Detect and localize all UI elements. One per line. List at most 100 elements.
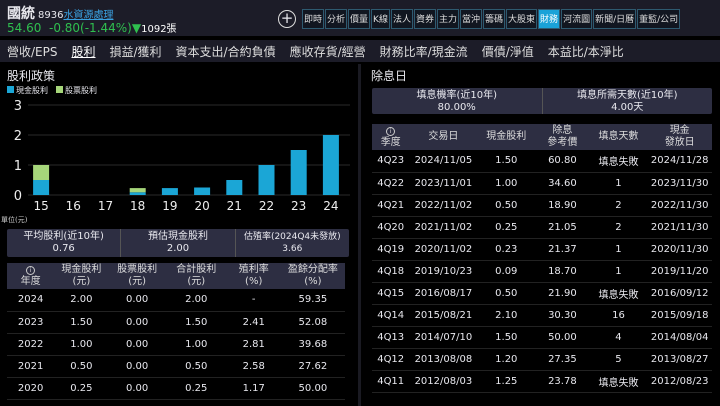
tab[interactable]: 資本支出/合約負債: [175, 45, 276, 59]
table-cell: 0.25: [54, 377, 109, 400]
table-cell: 0.00: [108, 355, 166, 378]
table-cell: -: [226, 289, 281, 312]
table-cell: 21.05: [535, 216, 590, 239]
function-button[interactable]: 籌碼: [483, 9, 506, 29]
y-tick-label: 1: [14, 159, 22, 174]
function-button[interactable]: 當沖: [460, 9, 483, 29]
table-cell: 39.68: [280, 333, 345, 356]
info-icon[interactable]: i: [26, 266, 36, 275]
bar-cash: [258, 165, 275, 195]
tab[interactable]: 財務比率/現金流: [379, 45, 468, 59]
function-button[interactable]: 大股東: [506, 9, 538, 29]
table-row: 4Q12 2013/08/08 1.20 27.35 5 2013/08/27: [372, 348, 712, 371]
table-cell: 2022/11/02: [409, 194, 478, 217]
price: 54.60: [7, 21, 42, 35]
function-button[interactable]: 新聞/日曆: [593, 9, 637, 29]
table-cell: 52.08: [280, 311, 345, 334]
function-button[interactable]: 河流圖: [561, 9, 593, 29]
tab[interactable]: 價債/淨值: [481, 45, 534, 59]
tab[interactable]: 損益/獲利: [109, 45, 162, 59]
table-cell: 30.30: [535, 304, 590, 327]
table-cell: 0.50: [477, 194, 536, 217]
table-cell: 4Q23: [372, 150, 410, 173]
table-cell: 2012/08/03: [409, 370, 478, 393]
column-header: 盈餘分配率 (%): [280, 263, 345, 289]
function-button[interactable]: 董監/公司: [637, 9, 681, 29]
table-cell: 2022/11/30: [647, 194, 712, 217]
column-header: 交易日: [409, 124, 478, 150]
table-row: 4Q21 2022/11/02 0.50 18.90 2 2022/11/30: [372, 194, 712, 217]
dividend-policy-panel: 股利政策 現金股利 股票股利 0 1 2 3 15 16 17 18 19 20 21 22 23 24 單…: [0, 64, 356, 406]
tab[interactable]: 應收存貨/經營: [289, 45, 366, 59]
table-cell: 2014/07/10: [409, 326, 478, 349]
function-button[interactable]: 法人: [390, 9, 413, 29]
table-cell: 2.58: [226, 355, 281, 378]
column-header: 股票股利 (元): [108, 263, 166, 289]
section-title: 除息日: [371, 69, 408, 83]
bar-cash: [129, 192, 146, 195]
table-cell: 1: [589, 260, 648, 283]
table-cell: 1.25: [477, 370, 536, 393]
tab[interactable]: 營收/EPS: [7, 45, 58, 59]
table-cell: 0.25: [165, 377, 227, 400]
table-cell: 1.17: [226, 377, 281, 400]
table-cell: 2019/10/23: [409, 260, 478, 283]
table-cell: 1.20: [477, 348, 536, 371]
table-cell: 4Q22: [372, 172, 410, 195]
bar-cash: [226, 180, 243, 195]
table-cell: 2.81: [226, 333, 281, 356]
x-tick-label: 16: [66, 199, 81, 213]
summary-fill-days: 填息所需天數(近10年) 4.00天: [576, 90, 678, 113]
add-watchlist-icon[interactable]: +: [278, 10, 296, 28]
table-header: i 季度 交易日 現金股利 除息 參考價 填息天數 現金 發放日: [372, 124, 712, 150]
x-tick-label: 18: [130, 199, 145, 213]
table-cell: 4Q11: [372, 370, 410, 393]
table-cell: 2019/11/20: [647, 260, 712, 283]
column-header: 現金股利: [477, 124, 536, 150]
column-header: 填息天數: [589, 124, 648, 150]
table-row: 4Q13 2014/07/10 1.50 50.00 4 2014/08/04: [372, 326, 712, 349]
function-button[interactable]: 即時: [302, 9, 325, 29]
y-tick-label: 2: [14, 129, 22, 144]
column-header: i 年度: [7, 263, 55, 289]
function-button[interactable]: 資券: [413, 9, 436, 29]
summary-fill-rate: 填息機率(近10年) 80.00%: [372, 88, 543, 114]
function-button[interactable]: 財務: [538, 9, 561, 29]
table-cell: 1.00: [165, 333, 227, 356]
stock-name: 國統 8936水資源處理: [7, 6, 114, 22]
function-button[interactable]: 主力: [436, 9, 459, 29]
table-cell: 2: [589, 194, 648, 217]
table-cell: 5: [589, 348, 648, 371]
table-cell: 23.78: [535, 370, 590, 393]
tab[interactable]: 股利: [71, 45, 96, 59]
table-cell: 2.00: [165, 289, 227, 312]
bar-stock: [33, 165, 50, 180]
function-button[interactable]: 分析: [325, 9, 348, 29]
info-icon[interactable]: i: [386, 127, 396, 136]
table-row: 2022 1.00 0.00 1.00 2.81 39.68: [7, 333, 345, 356]
table-cell: 2023/11/30: [647, 172, 712, 195]
table-cell: 16: [589, 304, 648, 327]
industry-link[interactable]: 水資源處理: [63, 10, 114, 21]
table-cell: 1.50: [165, 311, 227, 334]
table-cell: 2016/08/17: [409, 282, 478, 305]
table-row: 2021 0.50 0.00 0.50 2.58 27.62: [7, 355, 345, 378]
table-row: 2024 2.00 0.00 2.00-59.35: [7, 289, 345, 312]
table-cell: 34.60: [535, 172, 590, 195]
table-cell: 0.50: [165, 355, 227, 378]
x-tick-label: 15: [33, 199, 48, 213]
sub-tabs: 營收/EPS 股利 損益/獲利 資本支出/合約負債 應收存貨/經營 財務比率/現金流 價債/…: [0, 40, 720, 62]
tab[interactable]: 本益比/本淨比: [547, 45, 624, 59]
table-cell: 2014/08/04: [647, 326, 712, 349]
table-header: i 年度 現金股利 (元) 股票股利 (元) 合計股利 (元) 殖利率 (%) 盈餘分配率 …: [7, 263, 345, 289]
table-row: 2023 1.50 0.00 1.50 2.41 52.08: [7, 311, 345, 334]
function-button[interactable]: K線: [371, 9, 390, 29]
table-cell: 4Q20: [372, 216, 410, 239]
function-button[interactable]: 價量: [348, 9, 371, 29]
table-cell: 1.50: [54, 311, 109, 334]
table-cell: 2024: [7, 289, 55, 312]
panel-divider[interactable]: [358, 64, 361, 406]
table-cell: 0.50: [54, 355, 109, 378]
table-cell: 2: [589, 216, 648, 239]
y-tick-label: 3: [14, 99, 22, 114]
